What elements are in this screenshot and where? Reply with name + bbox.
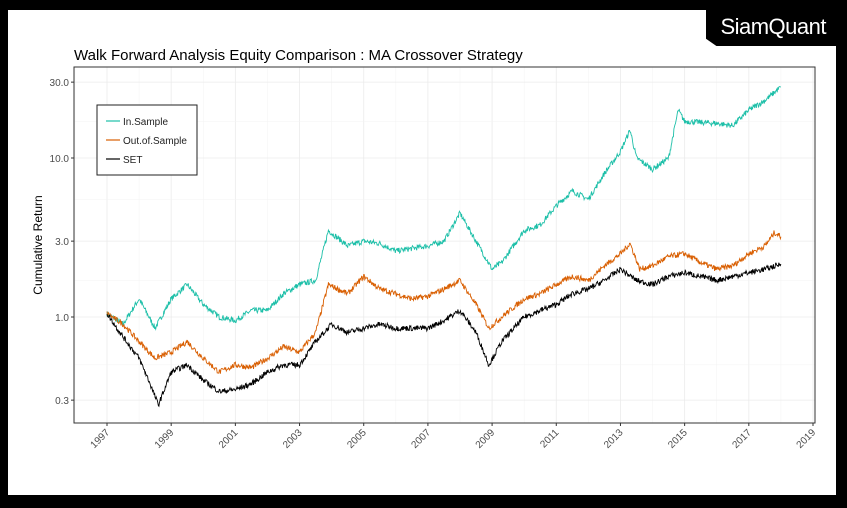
legend-label: Out.of.Sample	[123, 136, 187, 147]
y-tick-label: 30.0	[50, 78, 70, 89]
y-axis-label: Cumulative Return	[31, 195, 45, 294]
x-tick-label: 2005	[345, 427, 369, 451]
legend-label: SET	[123, 155, 142, 166]
series-line-set	[106, 262, 782, 408]
x-tick-label: 2009	[474, 427, 498, 451]
x-tick-label: 2011	[538, 427, 561, 450]
x-tick-label: 2013	[602, 427, 626, 451]
y-tick-label: 1.0	[55, 313, 69, 324]
plot-panel-border	[73, 66, 816, 424]
x-tick-label: 1999	[153, 427, 177, 451]
x-tick-label: 2017	[730, 427, 754, 451]
y-tick-label: 10.0	[50, 154, 70, 165]
y-tick-label: 0.3	[55, 396, 69, 407]
series-line-in-sample	[106, 86, 781, 331]
y-tick-label: 3.0	[55, 237, 69, 248]
chart-title: Walk Forward Analysis Equity Comparison …	[74, 47, 523, 64]
siamquant-logo: SiamQuant	[706, 10, 836, 46]
x-tick-label: 2019	[795, 427, 819, 451]
x-tick-label: 2015	[666, 427, 690, 451]
series-lines	[106, 86, 782, 408]
x-tick-label: 2007	[410, 427, 434, 451]
series-line-out-of-sample	[106, 230, 782, 374]
legend: In.Sample Out.of.Sample SET	[96, 104, 198, 176]
x-tick-label: 1997	[89, 427, 113, 451]
chart-frame: SiamQuant	[8, 10, 836, 495]
x-tick-label: 2003	[281, 427, 305, 451]
x-tick-label: 2001	[217, 427, 241, 451]
legend-label: In.Sample	[123, 117, 168, 128]
